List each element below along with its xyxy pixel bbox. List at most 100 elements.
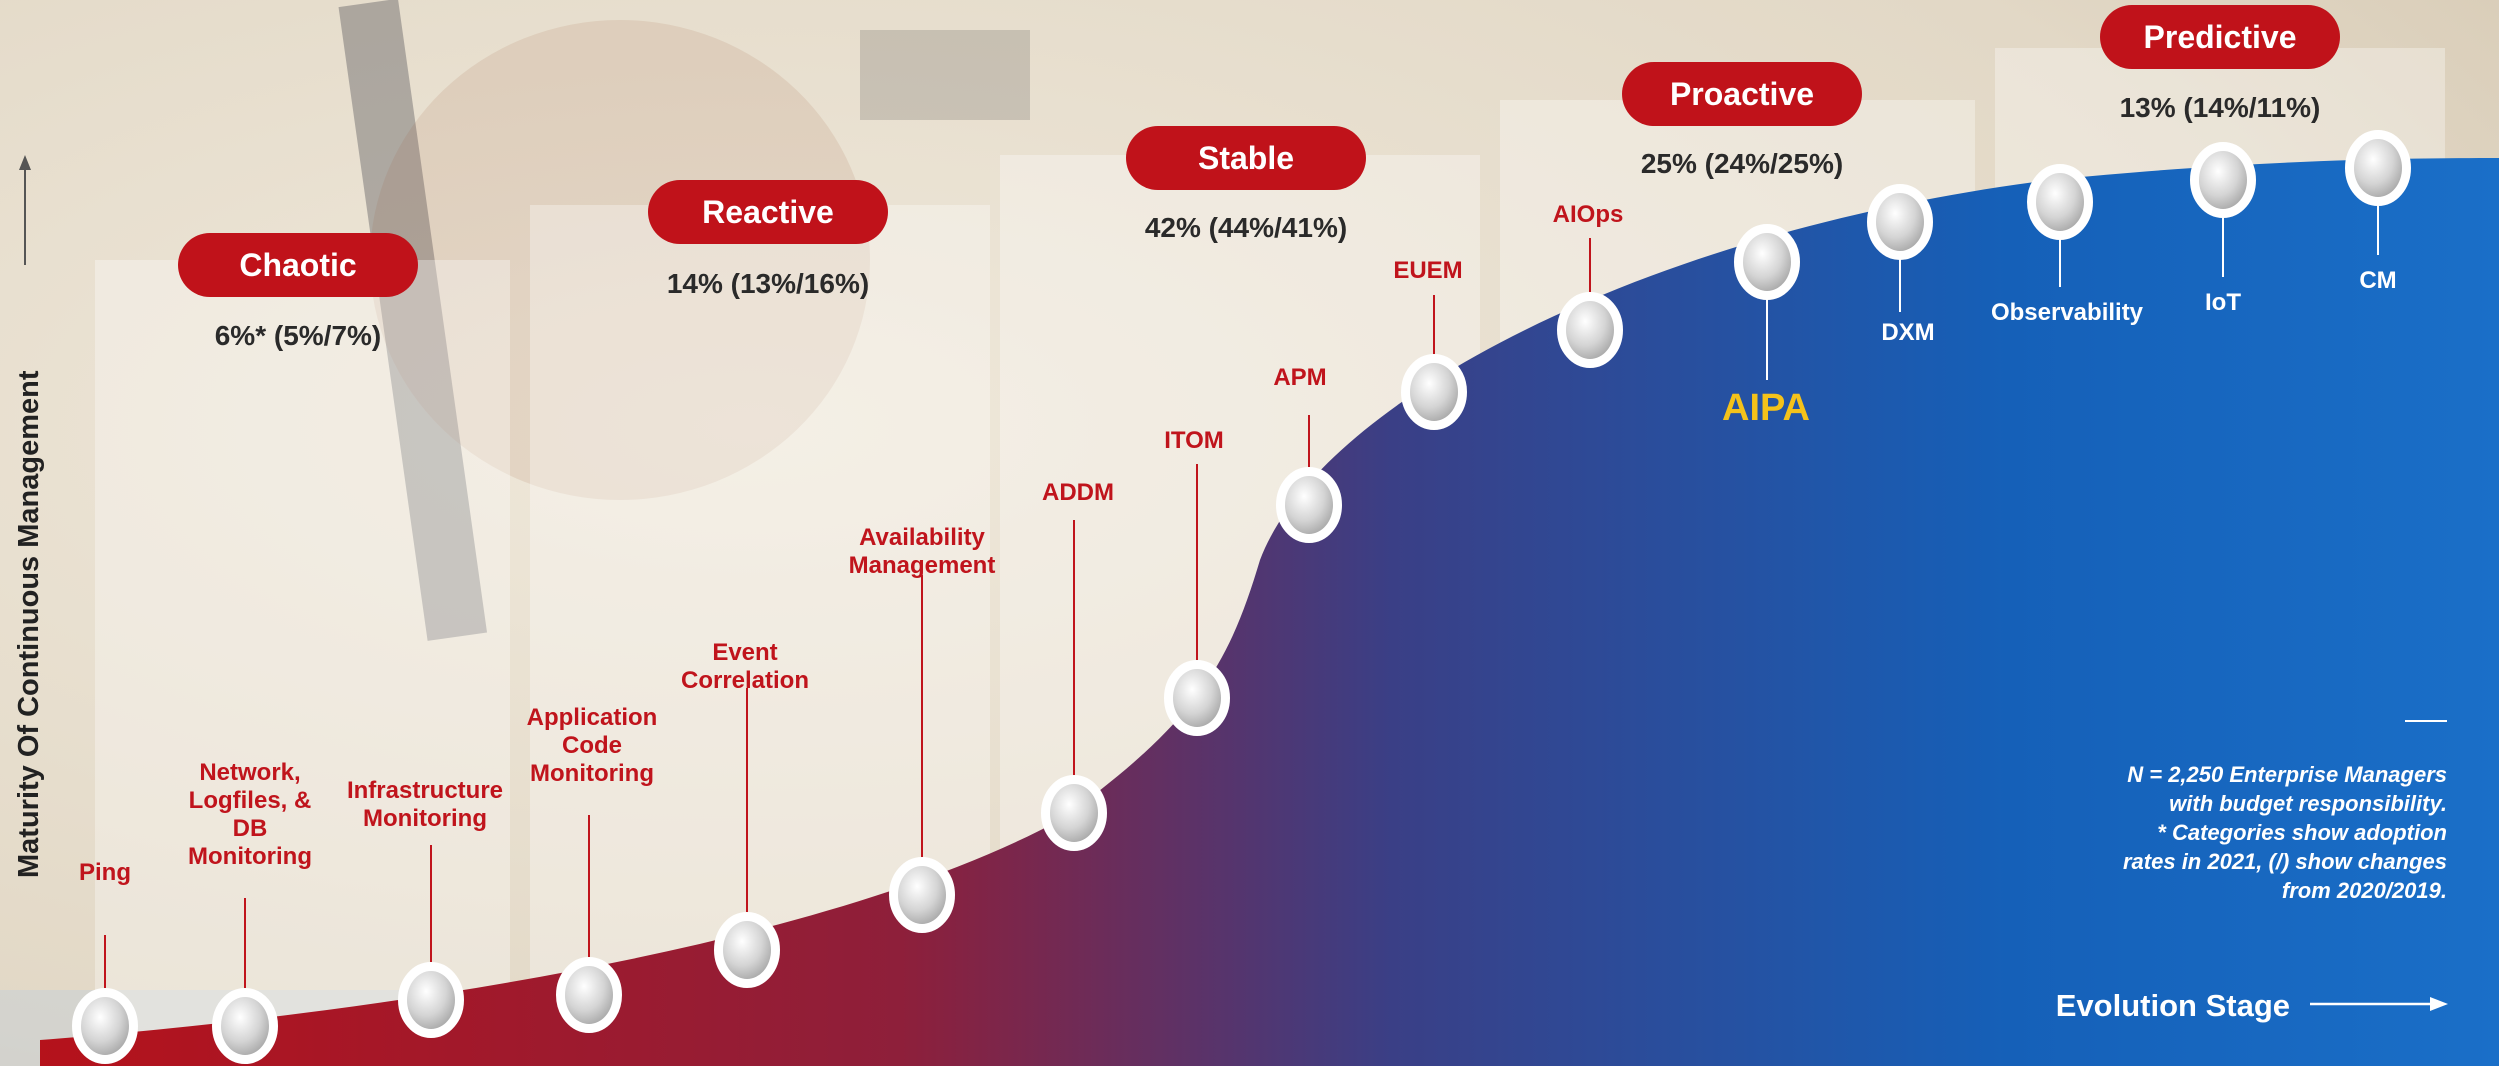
node-dxm: [1867, 184, 1933, 260]
label-apm: APM: [1273, 364, 1326, 391]
stage-name: Predictive: [2144, 19, 2297, 55]
node-core: [565, 966, 613, 1024]
label-line: DB: [233, 815, 268, 842]
node-ping: [72, 988, 138, 1064]
node-core: [898, 866, 946, 924]
stage-adoption: 14% (13%/16%): [667, 268, 869, 299]
label-itom: ITOM: [1164, 427, 1224, 454]
node-application-code-monitoring: [556, 957, 622, 1033]
label-line: Availability: [859, 524, 985, 551]
label-line: Infrastructure: [347, 777, 503, 804]
node-itom: [1164, 660, 1230, 736]
label-line: AIOps: [1553, 201, 1624, 228]
node-core: [1743, 233, 1791, 291]
node-core: [2354, 139, 2402, 197]
node-core: [1566, 301, 1614, 359]
label-line: Observability: [1991, 299, 2144, 326]
label-dxm: DXM: [1881, 319, 1934, 346]
stage-adoption: 25% (24%/25%): [1641, 148, 1843, 179]
node-addm: [1041, 775, 1107, 851]
label-line: Monitoring: [363, 805, 487, 832]
label-line: Code: [562, 732, 622, 759]
note-line: * Categories show adoption: [2157, 820, 2447, 845]
label-line: Logfiles, &: [189, 787, 312, 814]
node-aipa: [1734, 224, 1800, 300]
label-line: Ping: [79, 859, 131, 886]
label-euem: EUEM: [1393, 257, 1462, 284]
stage-pill: [648, 180, 888, 244]
stage-proactive: Proactive 25% (24%/25%): [1622, 62, 1862, 179]
y-axis-arrowhead: [19, 155, 31, 170]
node-core: [1876, 193, 1924, 251]
label-aiops: AIOps: [1553, 201, 1624, 228]
node-core: [1173, 669, 1221, 727]
node-aiops: [1557, 292, 1623, 368]
node-availability-management: [889, 857, 955, 933]
stage-pill: [1622, 62, 1862, 126]
stage-adoption: 42% (44%/41%): [1145, 212, 1347, 243]
stage-reactive: Reactive 14% (13%/16%): [648, 180, 888, 299]
node-apm: [1276, 467, 1342, 543]
node-euem: [1401, 354, 1467, 430]
node-observability: [2027, 164, 2093, 240]
node-infrastructure-monitoring: [398, 962, 464, 1038]
y-axis-label: Maturity Of Continuous Management: [13, 370, 45, 878]
stage-adoption: 6%* (5%/7%): [215, 320, 382, 351]
survey-note: N = 2,250 Enterprise Managers with budget…: [2123, 762, 2447, 903]
label-addm: ADDM: [1042, 479, 1114, 506]
label-line: Application: [527, 704, 658, 731]
node-core: [2036, 173, 2084, 231]
node-core: [1410, 363, 1458, 421]
note-line: with budget responsibility.: [2169, 791, 2447, 816]
node-core: [2199, 151, 2247, 209]
stage-adoption: 13% (14%/11%): [2120, 92, 2321, 123]
node-core: [407, 971, 455, 1029]
label-line: ADDM: [1042, 479, 1114, 506]
stage-stable: Stable 42% (44%/41%): [1126, 126, 1366, 243]
aipa-highlight-label: AIPA: [1722, 387, 1810, 429]
stage-panel-chaotic: [95, 260, 510, 1066]
stage-pill: [2100, 5, 2340, 69]
stage-pill: [1126, 126, 1366, 190]
label-line: ITOM: [1164, 427, 1224, 454]
note-line: rates in 2021, (/) show changes: [2123, 849, 2447, 874]
x-axis-label: Evolution Stage: [2056, 988, 2290, 1023]
x-axis-arrowhead: [2430, 997, 2448, 1011]
node-iot: [2190, 142, 2256, 218]
maturity-curve: [40, 158, 2499, 1066]
label-line: Network,: [199, 759, 300, 786]
label-line: Management: [849, 552, 996, 579]
label-ping: Ping: [79, 859, 131, 886]
label-line: APM: [1273, 364, 1326, 391]
label-iot: IoT: [2205, 289, 2241, 316]
node-core: [221, 997, 269, 1055]
label-line: CM: [2359, 267, 2396, 294]
label-line: Correlation: [681, 667, 809, 694]
stage-predictive: Predictive 13% (14%/11%): [2100, 5, 2340, 123]
stage-name: Proactive: [1670, 76, 1814, 112]
label-observability: Observability: [1991, 299, 2144, 326]
stage-name: Reactive: [702, 194, 834, 230]
node-event-correlation: [714, 912, 780, 988]
label-line: IoT: [2205, 289, 2241, 316]
node-core: [723, 921, 771, 979]
label-line: DXM: [1881, 319, 1934, 346]
stage-name: Stable: [1198, 140, 1294, 176]
label-line: Monitoring: [188, 843, 312, 870]
label-line: Monitoring: [530, 760, 654, 787]
node-cm: [2345, 130, 2411, 206]
node-core: [1285, 476, 1333, 534]
node-network-logfiles-db: [212, 988, 278, 1064]
label-line: EUEM: [1393, 257, 1462, 284]
note-line: N = 2,250 Enterprise Managers: [2127, 762, 2447, 787]
stage-name: Chaotic: [239, 247, 356, 283]
node-core: [81, 997, 129, 1055]
label-cm: CM: [2359, 267, 2396, 294]
stage-chaotic: Chaotic 6%* (5%/7%): [178, 233, 418, 351]
